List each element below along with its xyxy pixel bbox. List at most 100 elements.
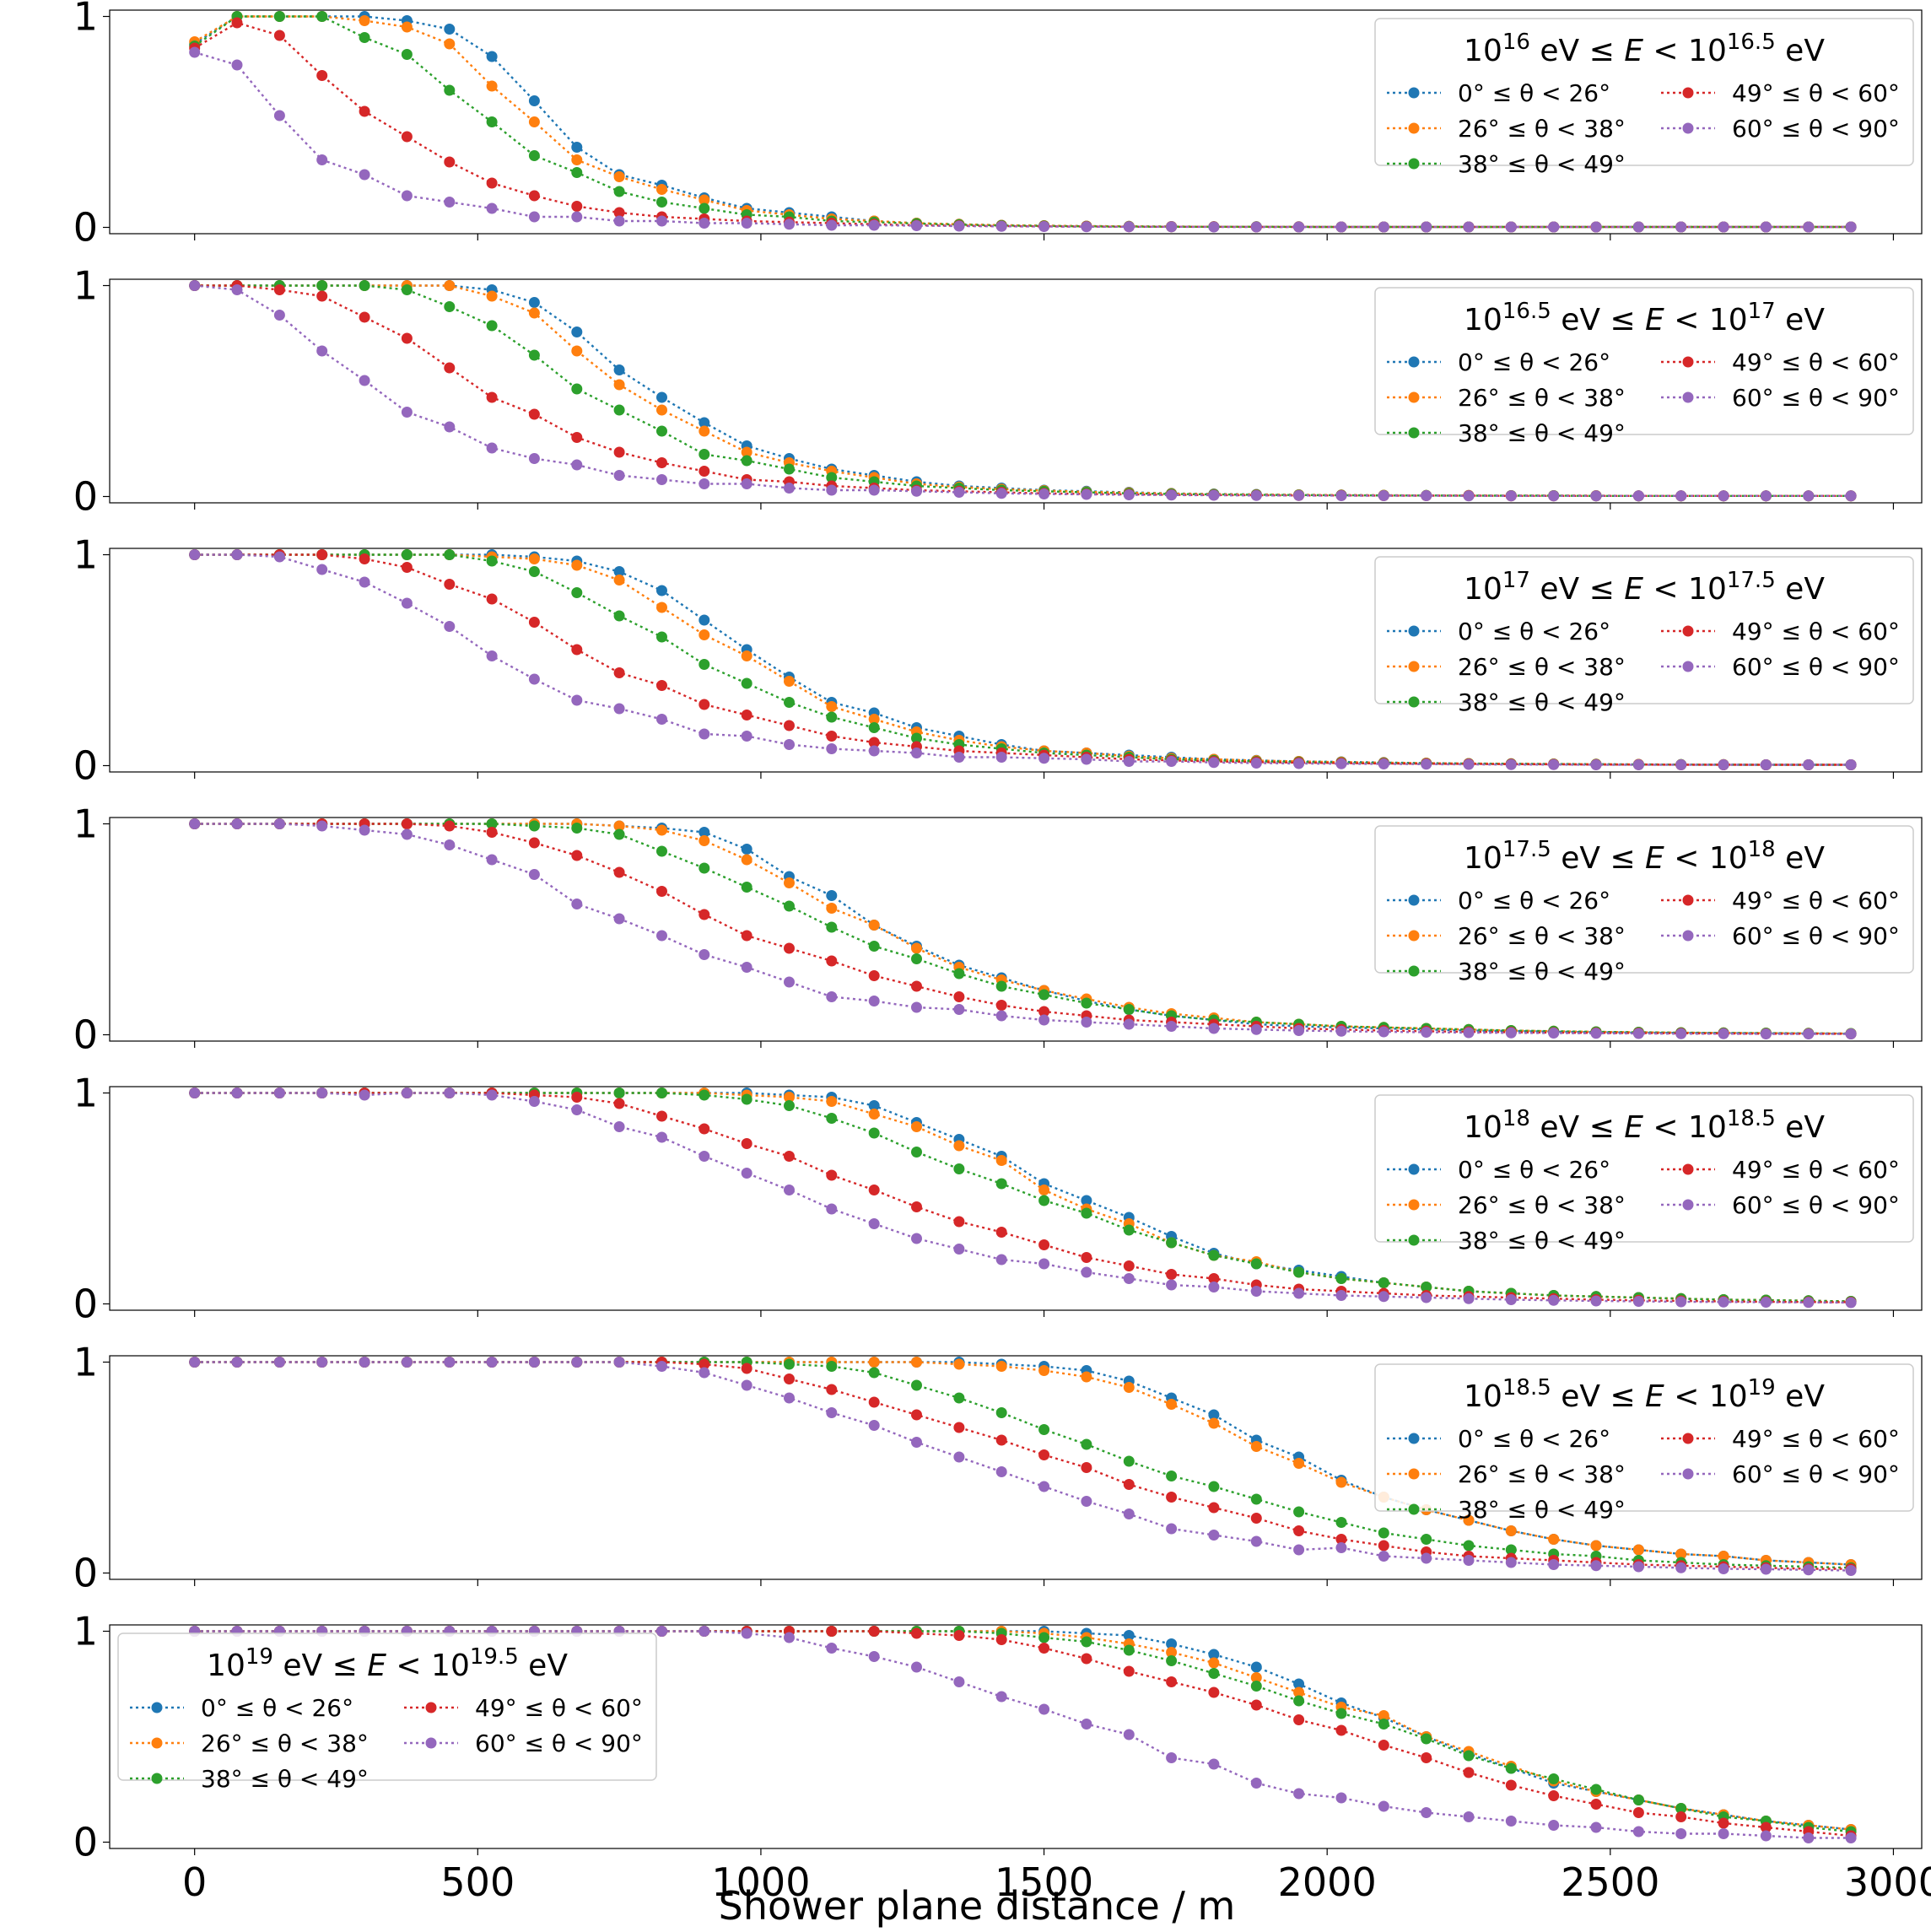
data-point bbox=[273, 30, 285, 41]
data-point bbox=[656, 930, 667, 942]
data-point bbox=[1081, 488, 1092, 500]
data-point bbox=[741, 930, 752, 942]
data-point bbox=[741, 731, 752, 742]
data-point bbox=[231, 1087, 243, 1098]
data-point bbox=[1335, 1792, 1347, 1804]
data-point bbox=[741, 882, 752, 893]
data-point bbox=[231, 818, 243, 829]
data-point bbox=[911, 1121, 922, 1132]
data-point bbox=[528, 297, 540, 308]
legend-title-part: 16.5 bbox=[1502, 299, 1551, 324]
x-tick-label: 0 bbox=[182, 1859, 207, 1905]
legend-title-part: E bbox=[1624, 1110, 1643, 1145]
data-point bbox=[528, 190, 540, 202]
data-point bbox=[826, 731, 838, 742]
data-point bbox=[784, 1392, 795, 1404]
data-point bbox=[868, 1367, 880, 1379]
data-point bbox=[656, 1626, 667, 1637]
data-point bbox=[1421, 1534, 1432, 1545]
legend-title-part: 10 bbox=[1464, 34, 1502, 68]
data-point bbox=[911, 1147, 922, 1158]
data-point bbox=[1632, 221, 1644, 233]
data-point bbox=[1081, 1017, 1092, 1028]
data-point bbox=[316, 290, 328, 302]
legend-label: 38° ≤ θ < 49° bbox=[201, 1765, 369, 1793]
data-point bbox=[868, 1100, 880, 1111]
data-point bbox=[401, 549, 413, 560]
data-point bbox=[1548, 1790, 1560, 1801]
data-point bbox=[1335, 1290, 1347, 1301]
data-point bbox=[613, 404, 625, 416]
legend-marker bbox=[1682, 894, 1694, 906]
data-point bbox=[953, 1358, 965, 1370]
data-point bbox=[1845, 221, 1857, 233]
data-point bbox=[231, 549, 243, 560]
data-point bbox=[1718, 221, 1729, 233]
data-point bbox=[699, 218, 710, 229]
data-point bbox=[359, 1089, 370, 1101]
y-tick-label: 1 bbox=[73, 801, 98, 847]
legend-title-part: eV bbox=[1776, 1110, 1826, 1145]
data-point bbox=[868, 484, 880, 496]
data-point bbox=[1548, 1820, 1560, 1831]
data-point bbox=[953, 752, 965, 763]
legend-title-part: < 10 bbox=[1643, 1110, 1727, 1145]
legend-label: 49° ≤ θ < 60° bbox=[1732, 1425, 1900, 1453]
data-point bbox=[613, 667, 625, 678]
data-point bbox=[826, 701, 838, 712]
data-point bbox=[1166, 1399, 1178, 1410]
data-point bbox=[699, 659, 710, 670]
legend-marker bbox=[1408, 427, 1420, 439]
axes-frame bbox=[109, 817, 1923, 1042]
y-tick-label: 0 bbox=[73, 474, 98, 520]
data-point bbox=[1208, 1282, 1220, 1292]
data-point bbox=[1293, 1788, 1305, 1800]
data-point bbox=[911, 485, 922, 497]
data-point bbox=[1293, 1506, 1305, 1518]
data-point bbox=[273, 1087, 285, 1098]
data-point bbox=[1166, 1471, 1178, 1481]
data-point bbox=[1038, 1703, 1050, 1715]
data-point bbox=[401, 407, 413, 418]
data-point bbox=[1166, 221, 1178, 233]
data-point bbox=[1038, 1258, 1050, 1270]
data-point bbox=[656, 1110, 667, 1122]
data-point bbox=[316, 280, 328, 291]
data-point bbox=[1803, 1297, 1815, 1309]
data-point bbox=[1038, 1014, 1050, 1026]
data-point bbox=[1845, 1297, 1857, 1309]
data-point bbox=[656, 215, 667, 227]
data-point bbox=[444, 549, 456, 560]
data-point bbox=[826, 743, 838, 754]
panel-1: 0 1 1016 eV ≤ E < 1016.5 eV 0° ≤ θ < 26° 26°… bbox=[73, 0, 1923, 251]
series-line bbox=[194, 51, 1852, 229]
data-point bbox=[486, 818, 498, 829]
data-point bbox=[826, 955, 838, 967]
data-point bbox=[1208, 1249, 1220, 1261]
data-point bbox=[1038, 989, 1050, 1001]
data-point bbox=[1505, 1557, 1517, 1568]
legend-label: 0° ≤ θ < 26° bbox=[1458, 1156, 1610, 1184]
data-point bbox=[911, 980, 922, 992]
data-point bbox=[613, 186, 625, 197]
axes-frame bbox=[109, 548, 1923, 773]
data-point bbox=[1208, 1657, 1220, 1669]
legend-box bbox=[1374, 18, 1914, 166]
data-point bbox=[1675, 1548, 1687, 1560]
data-point bbox=[1123, 1729, 1135, 1740]
data-point bbox=[486, 827, 498, 838]
legend-title: 1016 eV ≤ E < 1016.5 eV bbox=[1464, 30, 1825, 68]
data-point bbox=[826, 219, 838, 231]
data-point bbox=[571, 326, 583, 337]
data-point bbox=[868, 219, 880, 231]
legend-title: 1017 eV ≤ E < 1017.5 eV bbox=[1464, 568, 1825, 607]
legend-label: 49° ≤ θ < 60° bbox=[1732, 618, 1900, 645]
data-point bbox=[741, 854, 752, 866]
data-point bbox=[401, 597, 413, 609]
legend-marker bbox=[1682, 661, 1694, 672]
data-point bbox=[613, 207, 625, 219]
data-point bbox=[486, 555, 498, 567]
y-tick-label: 1 bbox=[73, 1609, 98, 1654]
data-point bbox=[995, 1634, 1007, 1645]
data-point bbox=[231, 284, 243, 295]
